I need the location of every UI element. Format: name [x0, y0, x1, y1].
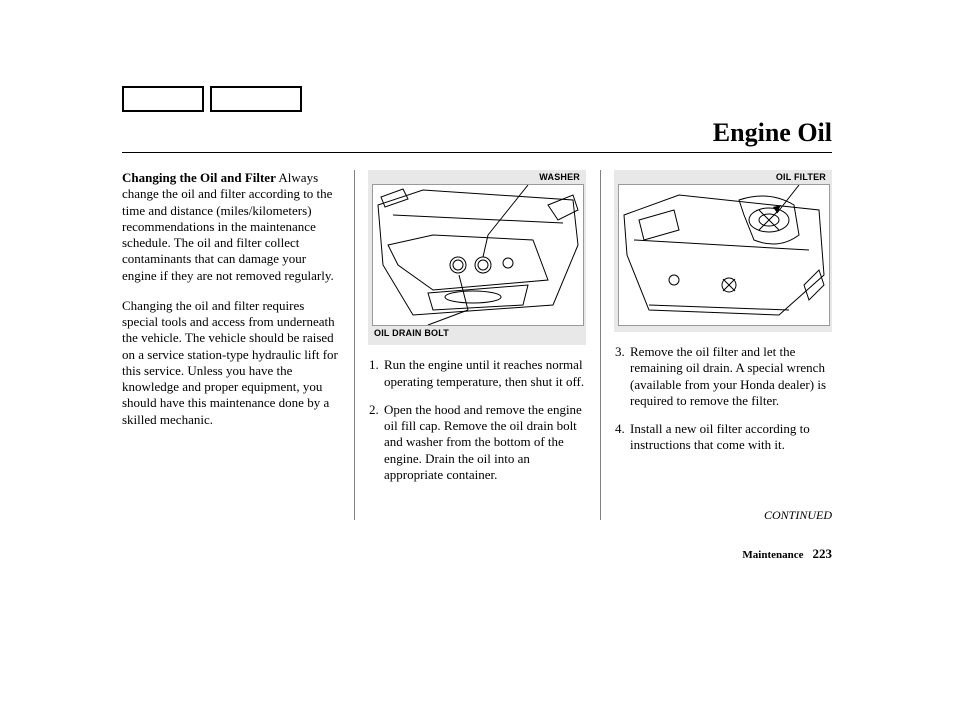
intro-para-1: Changing the Oil and Filter Always chang…	[122, 170, 340, 284]
intro-text-1: Always change the oil and filter accordi…	[122, 170, 334, 283]
steps-list-2: Remove the oil filter and let the remain…	[614, 344, 832, 454]
figure-2-label-oil-filter: OIL FILTER	[776, 172, 826, 183]
figure-1	[372, 184, 584, 326]
oil-pan-diagram	[373, 185, 583, 325]
figure-1-label-drain-bolt: OIL DRAIN BOLT	[374, 328, 582, 339]
step-2: Open the hood and remove the engine oil …	[382, 402, 586, 483]
nav-box-1[interactable]	[122, 86, 204, 112]
page-title: Engine Oil	[713, 118, 832, 148]
figure-1-label-washer: WASHER	[539, 172, 580, 183]
column-divider-1	[354, 170, 355, 520]
page: Engine Oil Changing the Oil and Filter A…	[0, 0, 954, 710]
step-4: Install a new oil filter according to in…	[628, 421, 832, 454]
nav-box-2[interactable]	[210, 86, 302, 112]
column-1: Changing the Oil and Filter Always chang…	[122, 170, 340, 520]
nav-boxes	[122, 86, 302, 112]
subheading: Changing the Oil and Filter	[122, 170, 276, 185]
intro-para-2: Changing the oil and filter requires spe…	[122, 298, 340, 428]
column-2: WASHER	[368, 170, 586, 520]
column-3: OIL FILTER	[614, 170, 832, 520]
oil-filter-diagram	[619, 185, 829, 325]
continued-marker: CONTINUED	[764, 508, 832, 523]
figure-2	[618, 184, 830, 326]
steps-list-1: Run the engine until it reaches normal o…	[368, 357, 586, 483]
columns: Changing the Oil and Filter Always chang…	[122, 170, 832, 520]
page-footer: Maintenance 223	[742, 546, 832, 562]
figure-2-wrap: OIL FILTER	[614, 170, 832, 332]
column-divider-2	[600, 170, 601, 520]
footer-section: Maintenance	[742, 549, 803, 561]
step-1: Run the engine until it reaches normal o…	[382, 357, 586, 390]
figure-1-wrap: WASHER	[368, 170, 586, 345]
step-3: Remove the oil filter and let the remain…	[628, 344, 832, 409]
title-rule	[122, 152, 832, 153]
footer-page-number: 223	[813, 546, 833, 561]
